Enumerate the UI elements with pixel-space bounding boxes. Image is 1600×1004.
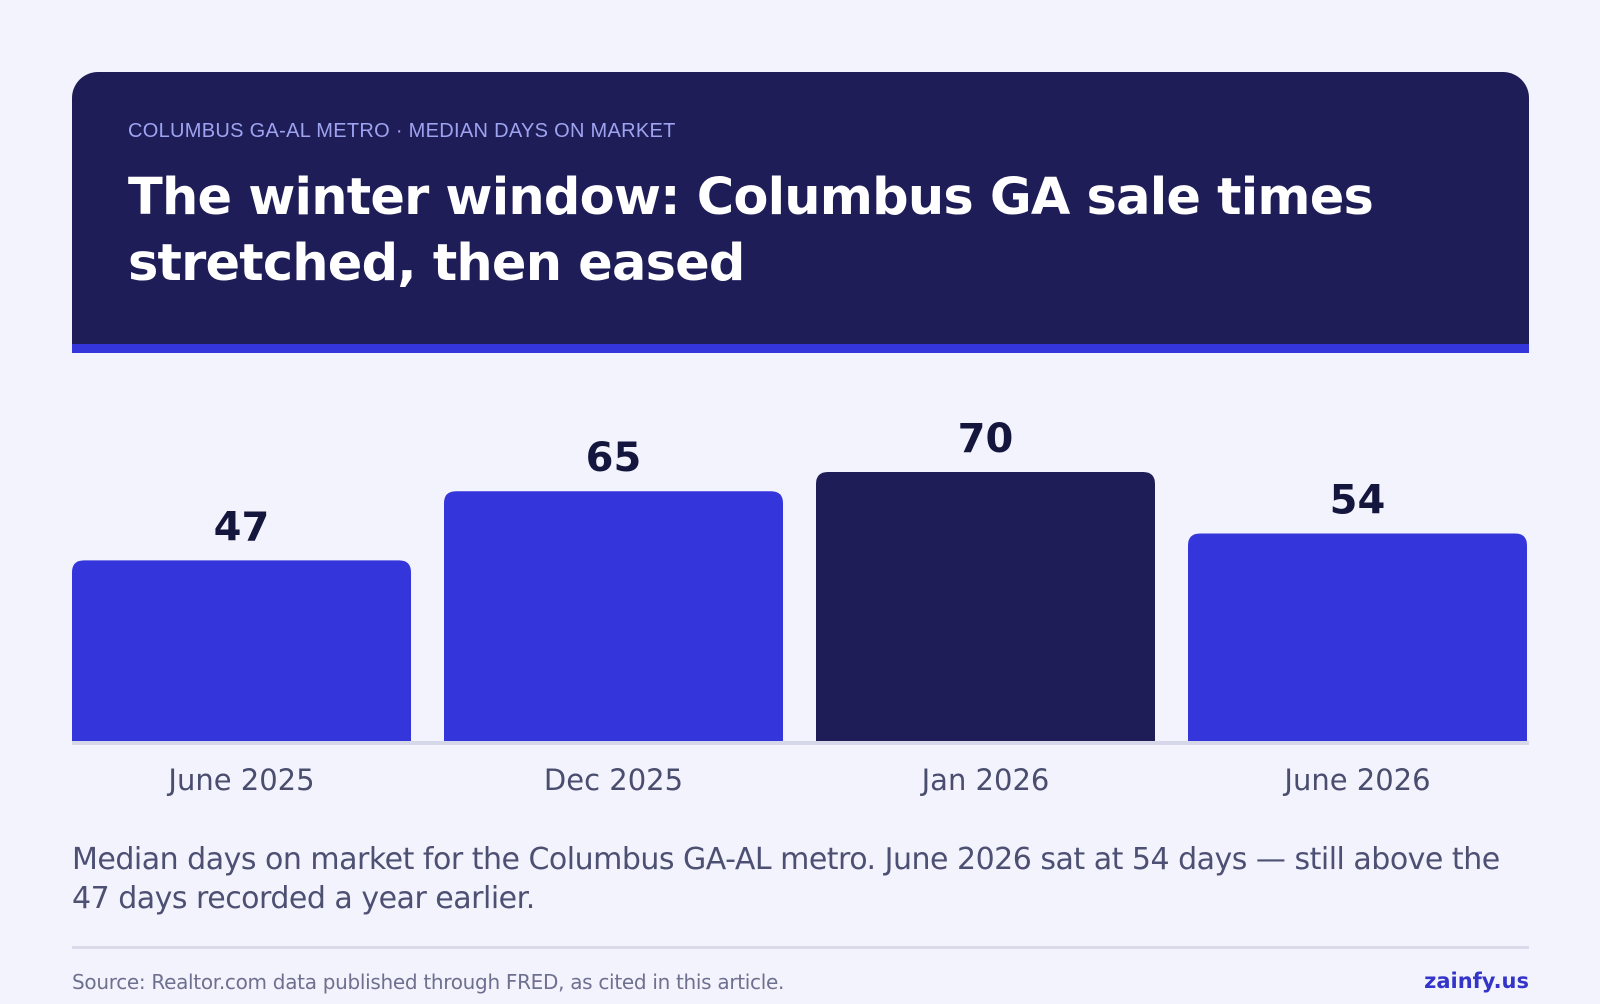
bar-dec-2025 [444,491,783,741]
chart-eyebrow: COLUMBUS GA-AL METRO · MEDIAN DAYS ON MA… [128,120,676,142]
bar-jan-2026 [816,472,1155,741]
bar-value-label: 70 [958,416,1014,462]
bar-value-label: 54 [1330,477,1386,523]
chart-caption: Median days on market for the Columbus G… [72,842,1500,916]
footer-divider [72,946,1529,949]
chart-title: The winter window: Columbus GA sale time… [128,168,1374,293]
header-panel: COLUMBUS GA-AL METRO · MEDIAN DAYS ON MA… [72,72,1529,352]
bar-june-2025 [72,560,411,741]
bar-value-label: 65 [586,435,642,481]
bar-chart-svg: 47 June 2025 65 Dec 2025 70 Jan 2026 54 June 20… [72,416,1529,797]
header-accent-rule [72,344,1529,353]
bar-chart: 47 June 2025 65 Dec 2025 70 Jan 2026 54 June 20… [72,410,1529,810]
bar-value-label: 47 [214,504,270,550]
brand-link[interactable]: zainfy.us [1424,969,1529,993]
x-axis-baseline [72,741,1529,745]
x-tick-label: June 2025 [166,763,314,797]
bar-june-2026 [1188,533,1527,741]
source-note: Source: Realtor.com data published throu… [72,970,785,994]
x-tick-label: Dec 2025 [544,763,683,797]
x-tick-label: Jan 2026 [920,763,1050,797]
x-tick-label: June 2026 [1282,763,1430,797]
